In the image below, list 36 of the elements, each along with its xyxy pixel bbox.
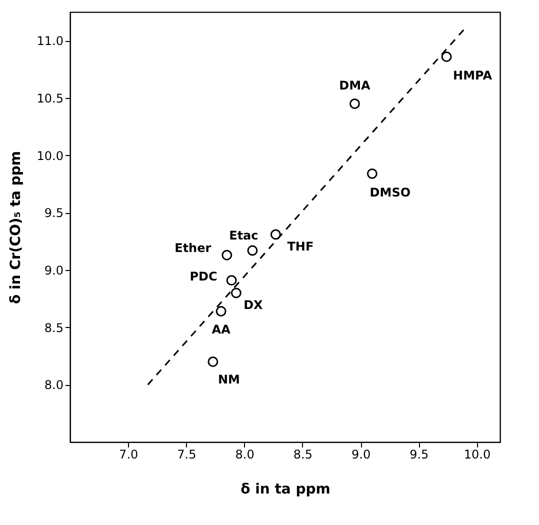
- annotation: DMA: [339, 78, 372, 93]
- x-tick-label: 9.0: [351, 448, 371, 462]
- x-tick-label: 10.0: [464, 448, 491, 462]
- y-tick-label: 8.0: [44, 378, 64, 392]
- y-axis-title: δ in Cr(CO)₅ ta ppm: [8, 151, 24, 304]
- y-tick-label: 9.0: [44, 264, 64, 278]
- point: [230, 288, 242, 298]
- y-tick-label: 11.0: [36, 34, 64, 48]
- x-tick-label: 8.5: [293, 448, 312, 462]
- point: [208, 356, 218, 367]
- annotation: PDC: [190, 269, 218, 284]
- x-axis-title: δ in ta ppm: [240, 482, 330, 498]
- annotation: DMSO: [370, 186, 411, 200]
- y-tick-label: 10.5: [36, 92, 64, 106]
- point: [222, 250, 232, 260]
- annotation: THF: [287, 240, 314, 254]
- annotation: NM: [218, 372, 240, 387]
- point: [247, 245, 258, 256]
- x-tick-label: 7.5: [177, 448, 196, 462]
- point: [366, 168, 378, 179]
- point: [216, 306, 226, 316]
- annotation: Etac: [229, 228, 258, 242]
- x-tick-label: 9.5: [410, 448, 429, 462]
- point: [226, 275, 237, 286]
- x-tick-label: 8.0: [235, 448, 254, 462]
- y-tick-label: 10.0: [36, 148, 64, 163]
- y-tick-label: 9.5: [44, 206, 64, 220]
- annotation: DX: [244, 298, 264, 312]
- annotation: AA: [212, 322, 232, 336]
- point: [350, 98, 360, 109]
- point: [441, 52, 452, 62]
- point: [270, 229, 281, 240]
- annotation: Ether: [174, 241, 212, 256]
- annotation: HMPA: [453, 68, 493, 83]
- x-tick-label: 7.0: [119, 448, 138, 462]
- y-tick-label: 8.5: [44, 320, 64, 335]
